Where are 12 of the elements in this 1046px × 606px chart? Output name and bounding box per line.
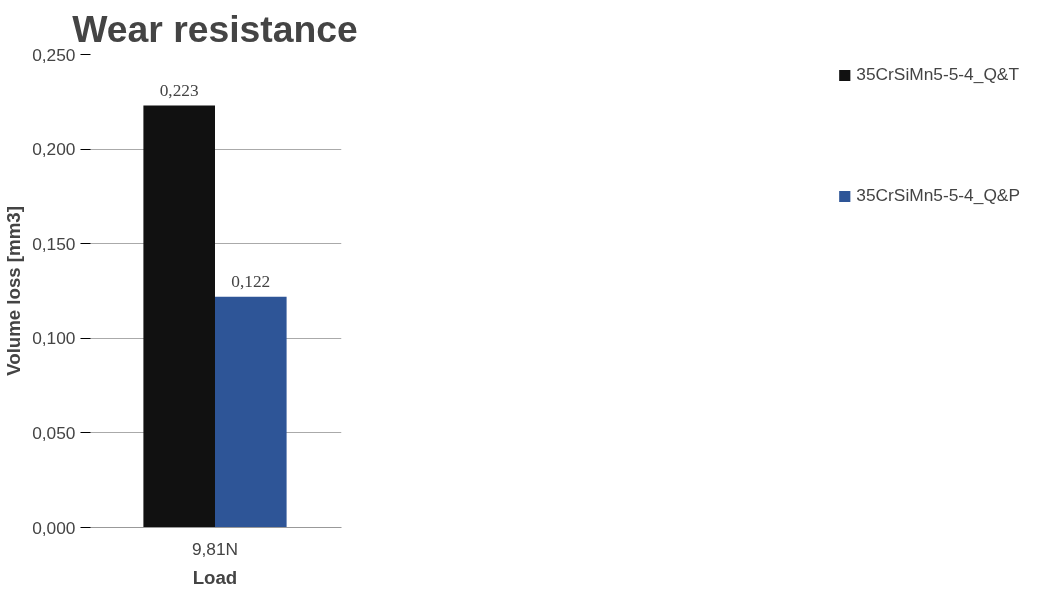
data-label: 0,122 xyxy=(231,271,271,291)
data-label: 0,223 xyxy=(159,80,199,100)
y-tick-label: 0,050 xyxy=(32,422,76,443)
y-tick-label: 0,200 xyxy=(32,139,76,160)
y-axis-title: Volume loss [mm3] xyxy=(3,206,25,376)
x-axis-title: Load xyxy=(192,566,238,588)
x-tick-label: 9,81N xyxy=(191,538,239,559)
legend-label: 35CrSiMn5-5-4_Q&T xyxy=(856,64,1020,85)
y-tick-label: 0,150 xyxy=(32,233,76,254)
y-tick-label: 0,100 xyxy=(32,328,76,349)
y-tick-label: 0,000 xyxy=(32,517,76,538)
legend-label: 35CrSiMn5-5-4_Q&P xyxy=(856,185,1020,206)
